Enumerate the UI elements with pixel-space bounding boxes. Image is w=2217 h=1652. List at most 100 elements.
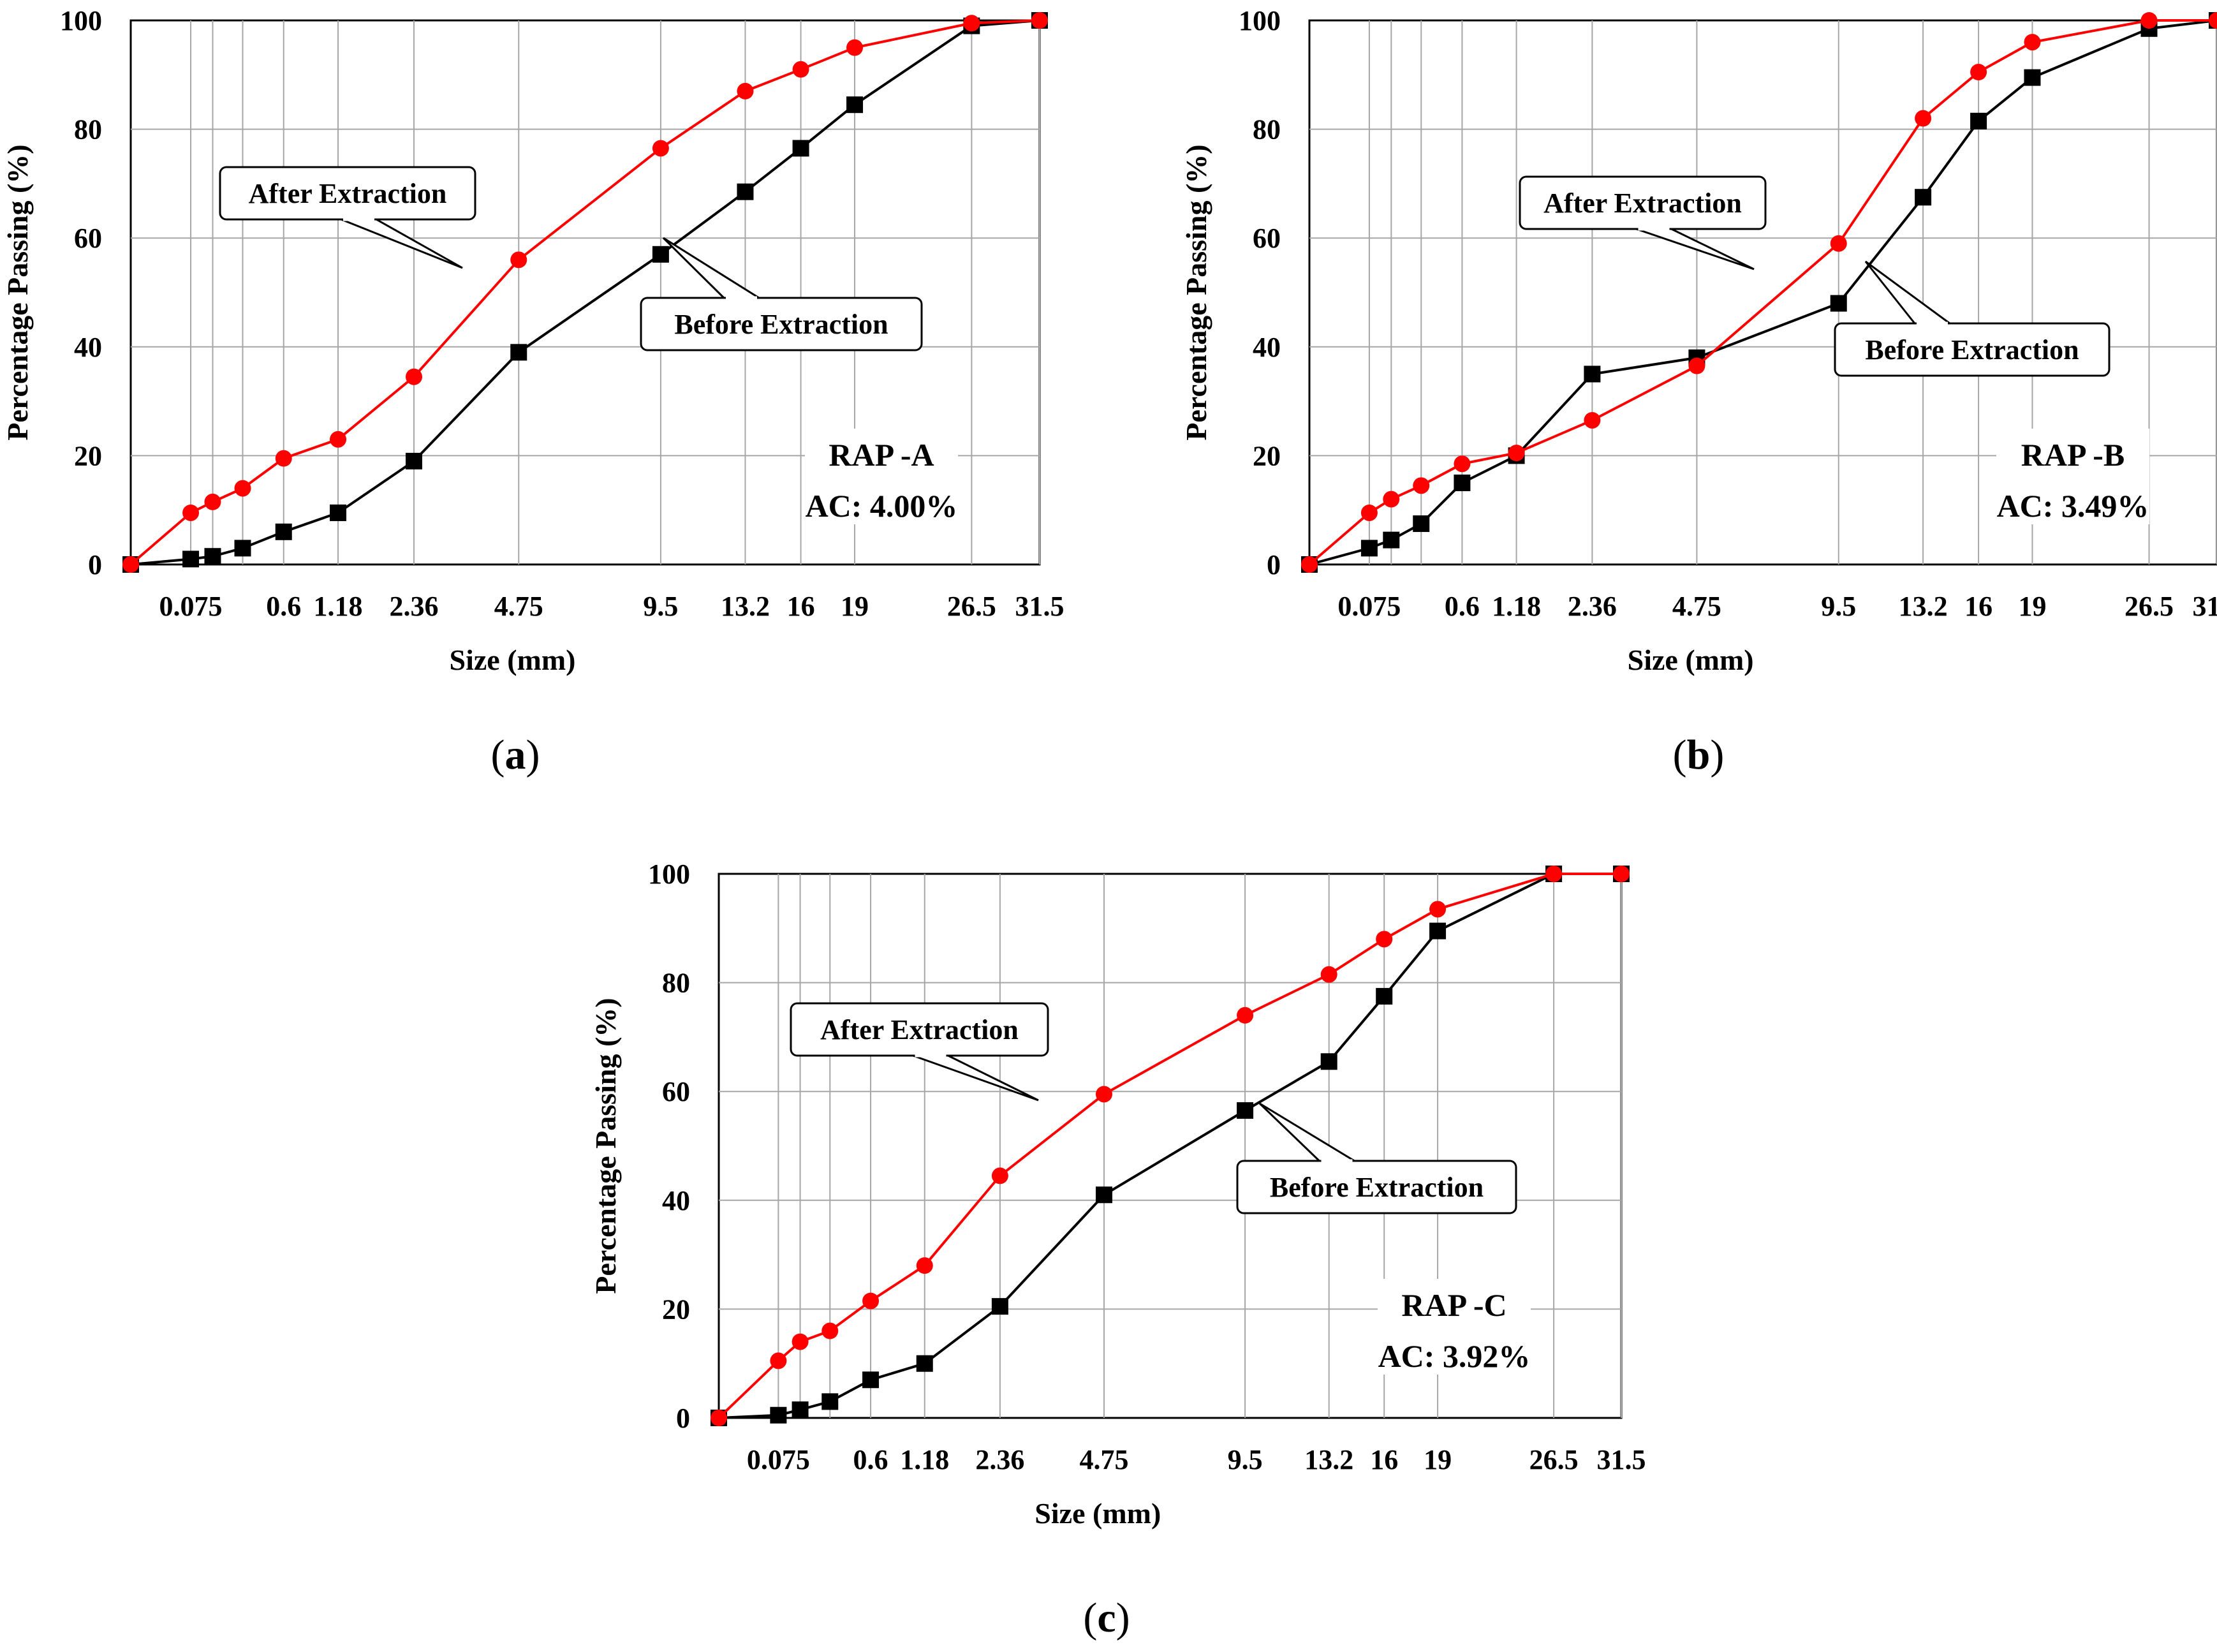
- after-extraction-point: [1508, 445, 1525, 462]
- y-tick-label: 0: [676, 1403, 690, 1434]
- after-extraction-point: [652, 140, 669, 157]
- callout-label: Before Extraction: [1865, 334, 2079, 365]
- x-tick-label: 13.2: [1304, 1444, 1353, 1475]
- x-tick-label: 19: [2018, 591, 2046, 622]
- callout-box: [640, 297, 923, 351]
- before-extraction-point: [234, 540, 251, 557]
- panel-caption: (a): [491, 732, 540, 778]
- x-tick-label: 1.18: [900, 1444, 949, 1475]
- before-extraction-point: [1237, 1102, 1254, 1119]
- after-extraction-point: [1584, 411, 1601, 429]
- chart-panel-a: 0 20 40 60 80 100 0.075 0.6 1.18 2.36 4.75 9.5 13.2 1…: [1, 5, 1064, 778]
- after-extraction-point: [2024, 34, 2041, 51]
- before-extraction-point: [916, 1355, 933, 1372]
- after-extraction-point: [1613, 866, 1630, 882]
- annotation-bg: [1996, 429, 2149, 524]
- after-extraction-point: [1429, 901, 1447, 918]
- asphalt-content: AC: 3.92%: [1378, 1338, 1531, 1374]
- y-tick-label: 40: [662, 1185, 690, 1216]
- before-extraction-point: [737, 183, 754, 200]
- before-extraction-point: [792, 1401, 809, 1419]
- after-extraction-point: [1031, 12, 1048, 29]
- before-extraction-point: [406, 452, 423, 469]
- callout-box: [1236, 1160, 1517, 1214]
- after-extraction-point: [963, 15, 980, 32]
- after-extraction-point: [330, 431, 347, 448]
- after-extraction-point: [204, 493, 221, 510]
- y-tick-label: 40: [74, 332, 102, 363]
- x-tick-label: 4.75: [1672, 591, 1721, 622]
- after-extraction-point: [1383, 490, 1400, 508]
- callout-label: After Extraction: [1543, 188, 1742, 219]
- y-tick-label: 100: [648, 859, 690, 890]
- after-extraction-point: [122, 556, 139, 573]
- x-tick-label: 26.5: [947, 591, 996, 622]
- sample-name: RAP -C: [1401, 1287, 1506, 1323]
- after-extraction-point: [1454, 455, 1471, 473]
- before-extraction-callout: Before Extraction: [1834, 260, 2110, 377]
- before-extraction-point: [275, 523, 292, 540]
- x-tick-label: 0.6: [853, 1444, 888, 1475]
- y-tick-label: 80: [74, 114, 102, 145]
- y-tick-label: 20: [1253, 440, 1281, 471]
- after-extraction-point: [1376, 931, 1393, 948]
- before-extraction-point: [846, 96, 864, 114]
- after-extraction-callout: After Extraction: [219, 166, 476, 269]
- y-axis-title: Percentage Passing (%): [1, 144, 34, 440]
- x-tick-label: 13.2: [721, 591, 770, 622]
- x-axis-title: Size (mm): [450, 644, 576, 676]
- before-extraction-point: [510, 344, 527, 361]
- before-extraction-point: [770, 1406, 787, 1424]
- x-tick-label: 16: [1370, 1444, 1398, 1475]
- y-tick-label: 60: [662, 1076, 690, 1107]
- x-tick-label: 4.75: [494, 591, 543, 622]
- callout-label: After Extraction: [249, 178, 447, 209]
- before-extraction-point: [792, 140, 809, 157]
- after-extraction-point: [792, 1333, 809, 1350]
- y-tick-label: 80: [662, 968, 690, 999]
- before-extraction-callout: Before Extraction: [1236, 1102, 1517, 1214]
- y-tick-label: 100: [1239, 5, 1281, 36]
- x-tick-label: 16: [1964, 591, 1992, 622]
- y-tick-label: 60: [1253, 223, 1281, 254]
- callout-box: [1834, 322, 2110, 377]
- y-axis-title: Percentage Passing (%): [589, 998, 622, 1294]
- asphalt-content: AC: 3.49%: [1997, 488, 2149, 524]
- before-extraction-point: [1383, 531, 1400, 549]
- x-tick-label: 4.75: [1079, 1444, 1128, 1475]
- after-extraction-callout: After Extraction: [790, 1002, 1049, 1102]
- after-extraction-point: [1320, 966, 1337, 983]
- after-extraction-point: [2209, 12, 2217, 29]
- after-extraction-point: [1830, 235, 1847, 252]
- x-tick-label: 0.6: [266, 591, 301, 622]
- y-tick-label: 80: [1253, 114, 1281, 145]
- callout-label: Before Extraction: [674, 309, 888, 340]
- x-tick-label: 0.6: [1445, 591, 1480, 622]
- after-extraction-point: [1301, 556, 1318, 573]
- x-tick-label: 9.5: [1821, 591, 1856, 622]
- y-tick-label: 0: [1267, 549, 1281, 580]
- before-extraction-point: [991, 1298, 1008, 1315]
- x-tick-label: 13.2: [1899, 591, 1948, 622]
- x-tick-label: 0.075: [1337, 591, 1401, 622]
- before-extraction-point: [862, 1371, 880, 1389]
- x-tick-label: 2.36: [1568, 591, 1617, 622]
- asphalt-content: AC: 4.00%: [806, 488, 958, 524]
- x-tick-label: 31.5: [1015, 591, 1064, 622]
- after-extraction-point: [737, 82, 754, 100]
- x-tick-label: 2.36: [390, 591, 439, 622]
- before-extraction-point: [2024, 69, 2041, 86]
- x-tick-label: 26.5: [1529, 1444, 1579, 1475]
- callout-label: Before Extraction: [1270, 1172, 1484, 1203]
- x-tick-label: 9.5: [1228, 1444, 1263, 1475]
- after-extraction-point: [770, 1352, 787, 1369]
- annotation-bg: [805, 429, 958, 524]
- before-extraction-point: [204, 548, 221, 565]
- after-extraction-point: [711, 1410, 727, 1426]
- x-tick-label: 2.36: [975, 1444, 1024, 1475]
- after-extraction-point: [406, 368, 423, 385]
- before-extraction-point: [1095, 1186, 1112, 1204]
- after-extraction-point: [234, 480, 251, 497]
- before-extraction-point: [330, 504, 347, 521]
